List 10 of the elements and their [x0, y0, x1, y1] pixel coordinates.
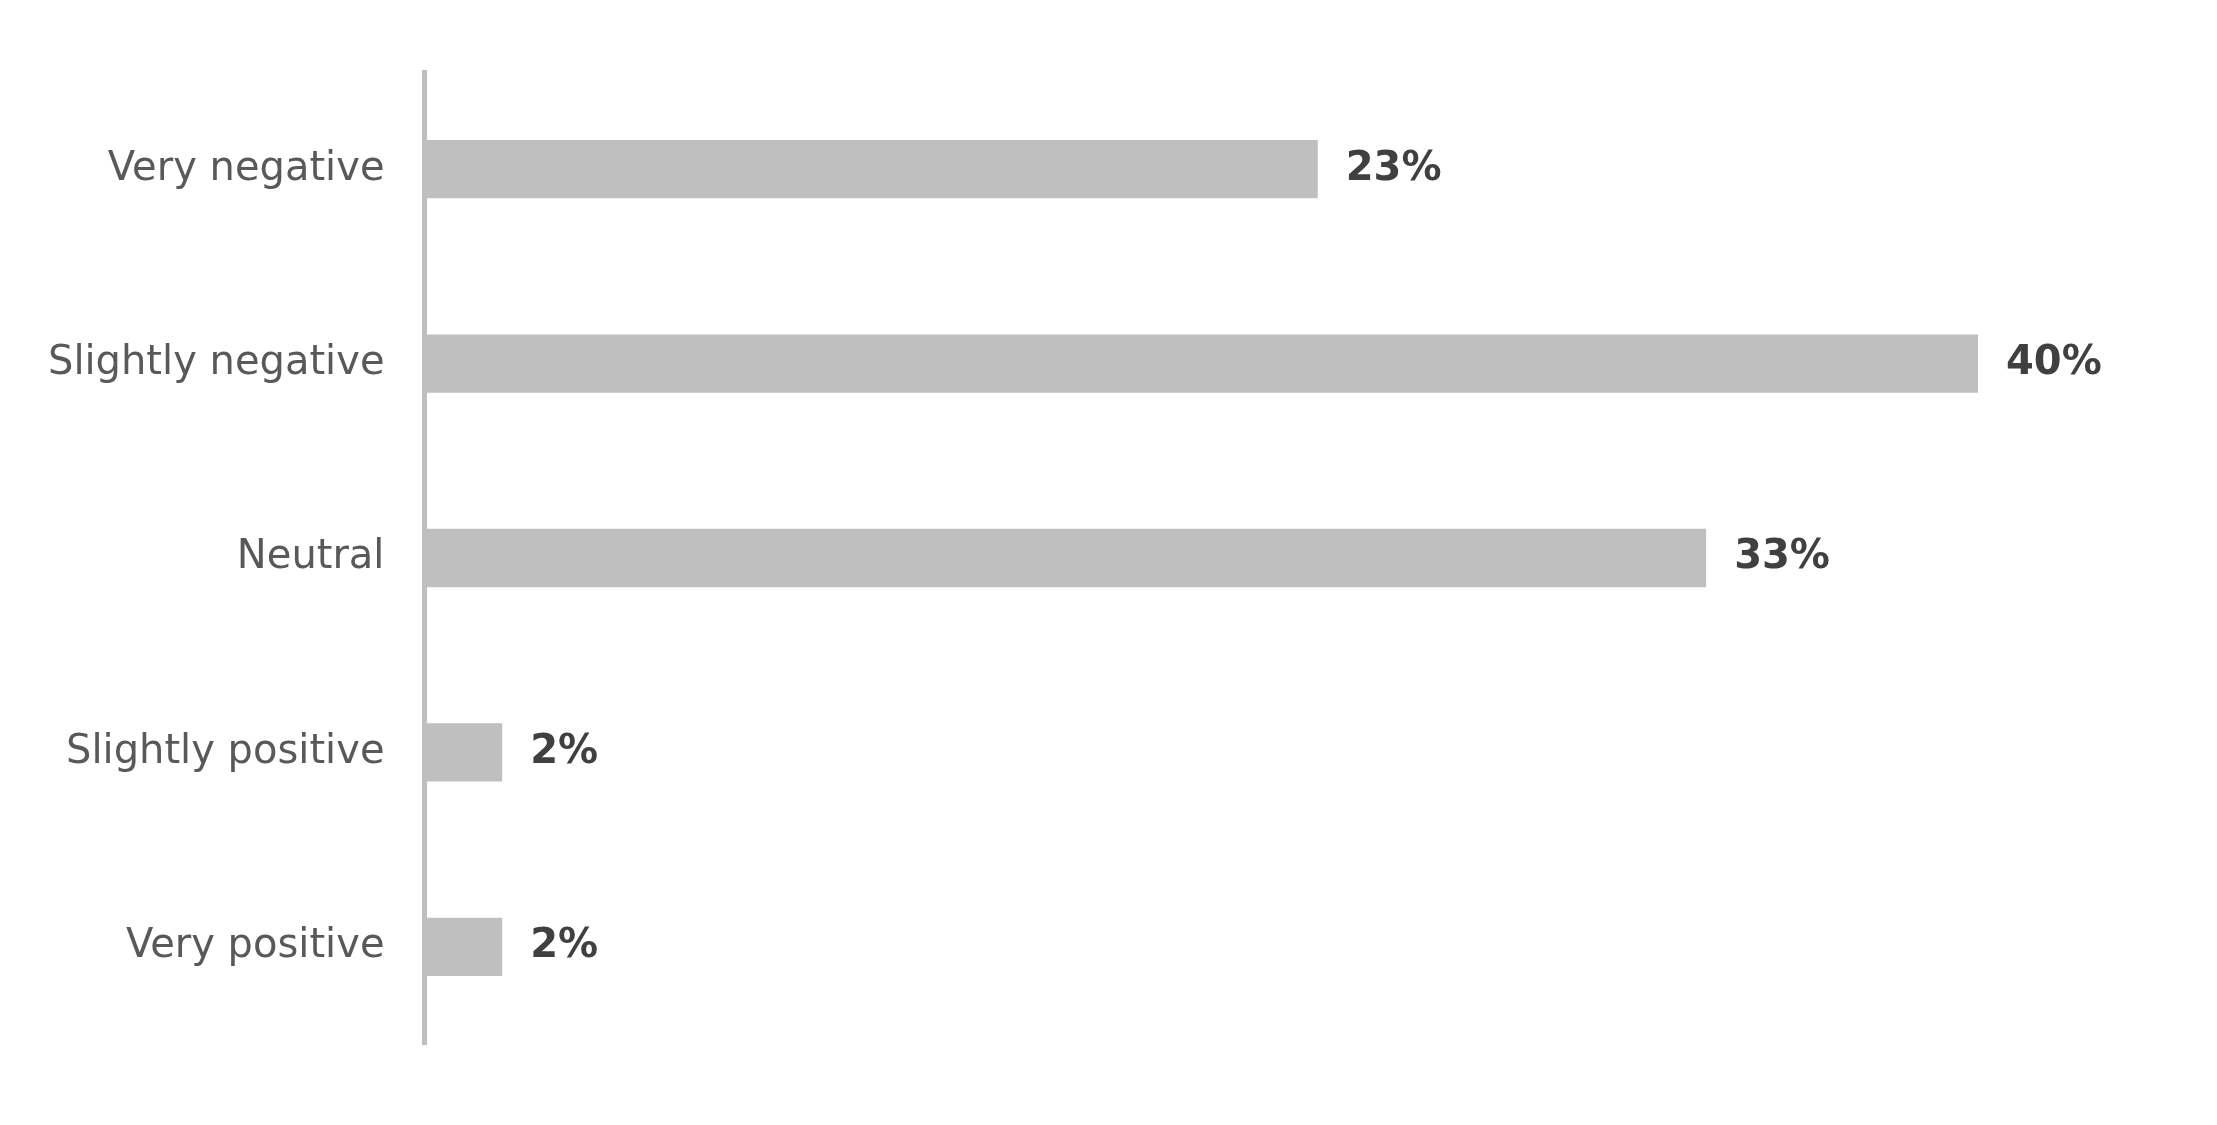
y-tick-label: Neutral: [236, 531, 385, 578]
y-tick-label: Slightly negative: [48, 336, 385, 383]
y-tick-label: Very positive: [125, 920, 385, 967]
data-label: 33%: [1734, 531, 1830, 578]
data-label: 2%: [530, 725, 599, 772]
data-label: 23%: [1345, 142, 1442, 189]
data-label: 40%: [2006, 336, 2102, 383]
y-tick-label: Slightly positive: [66, 725, 385, 772]
data-label: 2%: [530, 920, 599, 967]
y-tick-label: Very negative: [107, 142, 385, 189]
